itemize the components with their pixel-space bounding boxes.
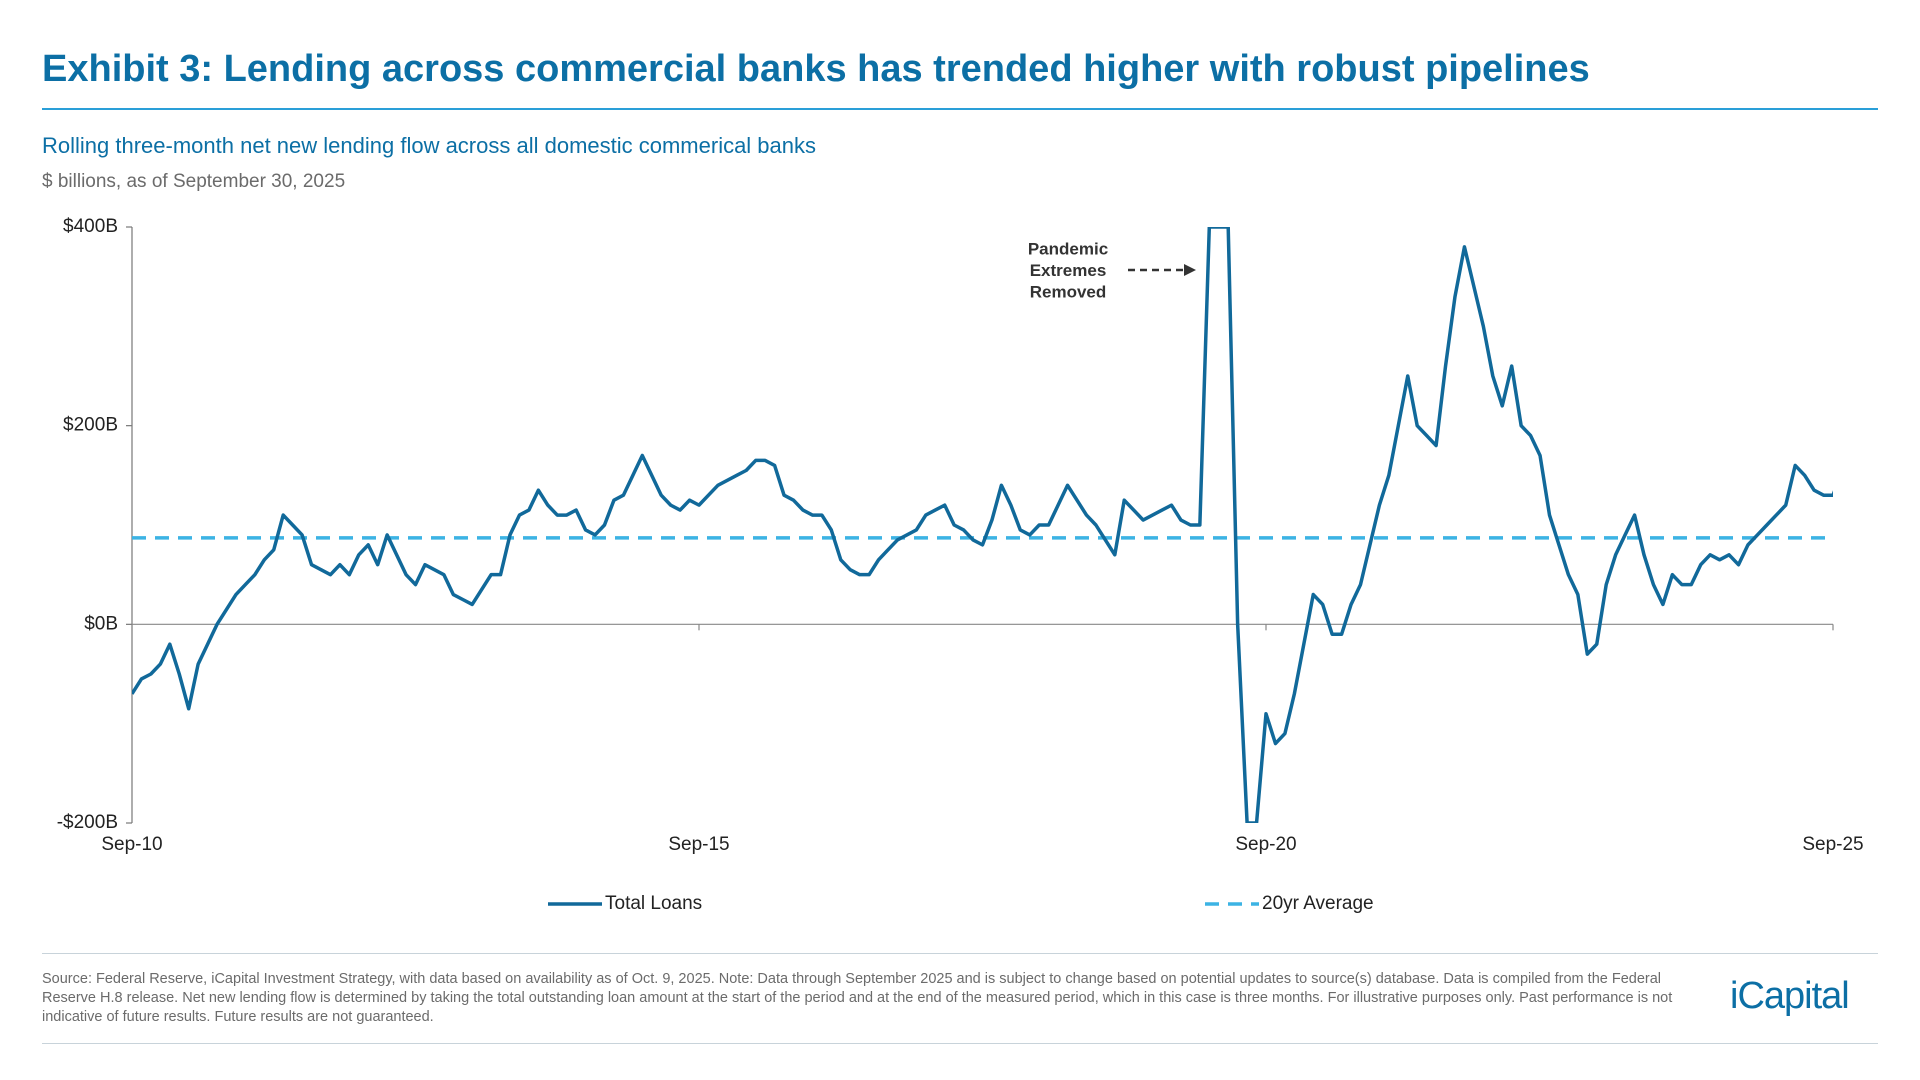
source-note: Source: Federal Reserve, iCapital Invest… [42,971,1673,1025]
annotation-text: Extremes [1030,261,1107,280]
data-line [132,227,1833,823]
title: Exhibit 3: Lending across commercial ban… [42,48,1590,90]
unit-note: $ billions, as of September 30, 2025 [42,171,346,192]
footer-rule [42,953,1878,954]
bottom-rule [42,1043,1878,1044]
legend-label: 20yr Average [1262,893,1374,914]
x-tick-label: Sep-25 [1802,834,1863,855]
x-tick-label: Sep-15 [668,834,729,855]
chart: -$200B $0B $200B $400B Sep-10 Sep-15 Sep-20 Sep… [57,216,1864,914]
y-tick-label: $0B [84,613,118,634]
logo: iCapital [1730,975,1850,1017]
annotation-text: Pandemic [1028,239,1108,258]
annotation-text: Removed [1030,282,1107,301]
legend-label: Total Loans [605,893,702,914]
x-tick-label: Sep-10 [101,834,162,855]
y-tick-label: -$200B [57,812,118,833]
subtitle: Rolling three-month net new lending flow… [42,133,817,158]
x-tick-label: Sep-20 [1235,834,1296,855]
title-rule [42,108,1878,110]
y-tick-label: $200B [63,415,118,436]
annotation-arrowhead [1184,264,1196,276]
y-tick-label: $400B [63,216,118,237]
